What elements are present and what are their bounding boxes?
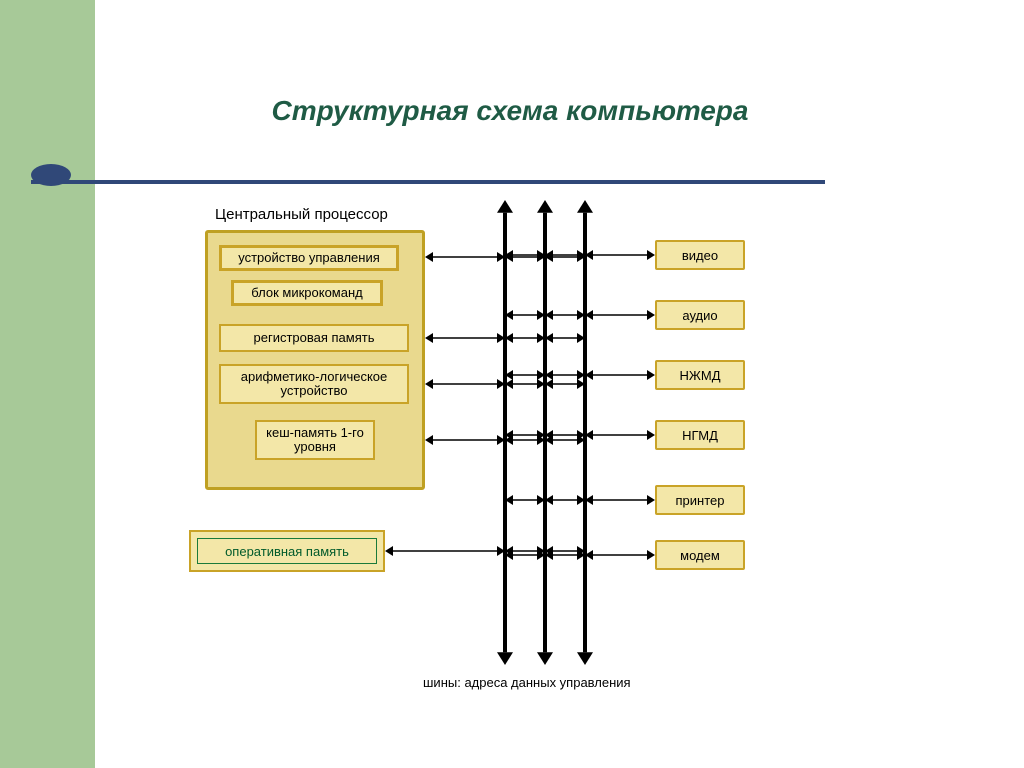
cpu-inner-box: кеш-память 1-го уровня (255, 420, 375, 460)
cpu-inner-box: арифметико-логическое устройство (219, 364, 409, 404)
cpu-inner-box: регистровая память (219, 324, 409, 352)
page-title: Структурная схема компьютера (200, 95, 820, 127)
cpu-inner-box: блок микрокоманд (231, 280, 383, 306)
diagram-svg (175, 200, 815, 720)
peripheral-box: принтер (655, 485, 745, 515)
peripheral-box: модем (655, 540, 745, 570)
peripheral-box: аудио (655, 300, 745, 330)
left-accent-band (0, 0, 95, 768)
ram-inner-box: оперативная память (197, 538, 377, 564)
title-rule-cap (31, 164, 71, 186)
title-rule (31, 170, 825, 184)
peripheral-box: видео (655, 240, 745, 270)
diagram-canvas: Центральный процессор шины: адреса данны… (175, 200, 815, 720)
peripheral-box: НГМД (655, 420, 745, 450)
peripheral-box: НЖМД (655, 360, 745, 390)
cpu-inner-box: устройство управления (219, 245, 399, 271)
bus-caption: шины: адреса данных управления (423, 675, 631, 690)
